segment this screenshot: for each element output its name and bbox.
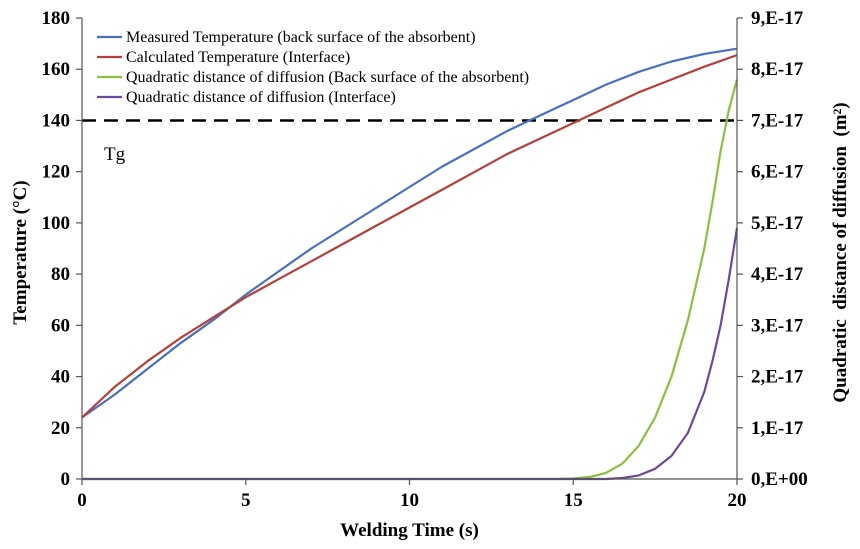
y-tick-label: 180 [42,8,71,29]
y2-tick-label: 7,E-17 [751,110,804,131]
x-tick-label: 0 [77,490,87,511]
y-tick-label: 80 [51,264,70,285]
series-line-4 [82,227,739,481]
legend-label-2: Calculated Temperature (Interface) [126,49,350,66]
y2-axis-title: Quadratic distance of diffusion (m²) [830,102,851,402]
y-tick-label: 20 [51,418,70,439]
y2-tick-label: 8,E-17 [751,59,804,80]
legend: Measured Temperature (back surface of th… [97,29,529,106]
axes: 0204060801001201401601800,E+001,E-172,E-… [42,8,808,511]
y2-tick-label: 4,E-17 [751,264,804,285]
legend-label-4: Quadratic distance of diffusion (Interfa… [126,89,396,106]
x-tick-label: 10 [400,490,419,511]
series-line-2 [81,54,738,419]
y-tick-label: 160 [42,59,71,80]
y2-tick-label: 5,E-17 [751,213,804,234]
y2-tick-label: 2,E-17 [751,367,804,388]
y2-tick-label: 6,E-17 [751,162,804,183]
y2-tick-label: 1,E-17 [751,418,804,439]
x-tick-label: 15 [564,490,583,511]
series-line-3 [82,79,739,481]
y-axis-title: Temperature (°C) [10,180,31,324]
legend-label-3: Quadratic distance of diffusion (Back su… [126,69,529,86]
legend-label-1: Measured Temperature (back surface of th… [126,29,476,46]
series-line-1 [81,47,738,419]
y-tick-label: 120 [42,162,71,183]
y2-tick-label: 0,E+00 [751,469,808,490]
x-axis-title: Welding Time (s) [340,520,479,541]
y-tick-label: 60 [51,315,70,336]
y2-tick-label: 3,E-17 [751,315,804,336]
y2-tick-label: 9,E-17 [751,8,804,29]
y-tick-label: 40 [51,367,70,388]
y-tick-label: 100 [42,213,71,234]
plot-area [81,47,739,481]
x-tick-label: 20 [728,490,747,511]
y-tick-label: 0 [61,469,71,490]
y-tick-label: 140 [42,110,71,131]
x-tick-label: 5 [241,490,251,511]
tg-label: Tg [104,144,126,165]
